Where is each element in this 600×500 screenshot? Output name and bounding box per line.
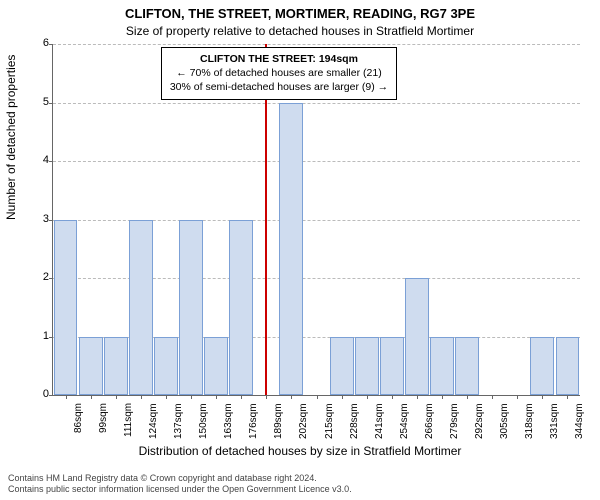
x-tick-label: 111sqm — [121, 403, 134, 437]
gridline — [53, 103, 580, 104]
bar — [530, 337, 554, 396]
x-tick-mark — [342, 395, 343, 399]
bar — [430, 337, 454, 396]
footer-attribution: Contains HM Land Registry data © Crown c… — [8, 473, 352, 496]
x-tick-label: 254sqm — [397, 403, 410, 439]
x-tick-label: 86sqm — [71, 403, 84, 433]
bar — [455, 337, 479, 396]
x-tick-mark — [542, 395, 543, 399]
x-axis-label: Distribution of detached houses by size … — [0, 444, 600, 458]
x-tick-label: 163sqm — [221, 403, 234, 439]
x-tick-label: 318sqm — [522, 403, 535, 439]
x-tick-label: 331sqm — [547, 403, 560, 439]
footer-line-2: Contains public sector information licen… — [8, 484, 352, 496]
x-tick-mark — [166, 395, 167, 399]
x-tick-label: 266sqm — [422, 403, 435, 439]
x-tick-mark — [467, 395, 468, 399]
x-tick-mark — [216, 395, 217, 399]
bar — [129, 220, 153, 396]
bar — [179, 220, 203, 396]
bar — [380, 337, 404, 396]
x-tick-label: 344sqm — [572, 403, 585, 439]
x-tick-mark — [116, 395, 117, 399]
x-tick-label: 137sqm — [171, 403, 184, 439]
bar — [204, 337, 228, 396]
x-tick-mark — [442, 395, 443, 399]
x-tick-mark — [392, 395, 393, 399]
y-tick-mark — [49, 395, 53, 396]
y-tick-mark — [49, 278, 53, 279]
bar — [556, 337, 580, 396]
bar — [104, 337, 128, 396]
x-tick-mark — [317, 395, 318, 399]
footer-line-1: Contains HM Land Registry data © Crown c… — [8, 473, 352, 485]
bar — [330, 337, 354, 396]
info-box-line-larger: 30% of semi-detached houses are larger (… — [170, 80, 388, 94]
x-tick-label: 124sqm — [146, 403, 159, 439]
x-tick-mark — [266, 395, 267, 399]
gridline — [53, 44, 580, 45]
page-subtitle: Size of property relative to detached ho… — [0, 24, 600, 38]
x-tick-mark — [241, 395, 242, 399]
x-tick-label: 99sqm — [96, 403, 109, 433]
info-box-title: CLIFTON THE STREET: 194sqm — [170, 52, 388, 66]
chart-area: 012345686sqm99sqm111sqm124sqm137sqm150sq… — [52, 44, 580, 396]
bar — [279, 103, 303, 396]
y-tick-mark — [49, 220, 53, 221]
bar — [229, 220, 253, 396]
x-tick-label: 215sqm — [322, 403, 335, 439]
y-tick-mark — [49, 337, 53, 338]
x-tick-label: 176sqm — [246, 403, 259, 439]
y-tick-mark — [49, 103, 53, 104]
y-axis-label: Number of detached properties — [4, 55, 18, 220]
x-tick-mark — [91, 395, 92, 399]
x-tick-label: 292sqm — [472, 403, 485, 439]
bar — [79, 337, 103, 396]
x-tick-label: 202sqm — [296, 403, 309, 439]
x-tick-label: 189sqm — [271, 403, 284, 439]
x-tick-label: 150sqm — [196, 403, 209, 439]
x-tick-mark — [517, 395, 518, 399]
y-tick-mark — [49, 161, 53, 162]
info-box-line-smaller: ← 70% of detached houses are smaller (21… — [170, 66, 388, 80]
chart-container: CLIFTON, THE STREET, MORTIMER, READING, … — [0, 0, 600, 500]
x-tick-mark — [492, 395, 493, 399]
bar — [355, 337, 379, 396]
x-tick-label: 305sqm — [497, 403, 510, 439]
x-tick-mark — [141, 395, 142, 399]
x-tick-mark — [291, 395, 292, 399]
x-tick-mark — [567, 395, 568, 399]
x-tick-mark — [66, 395, 67, 399]
gridline — [53, 161, 580, 162]
y-tick-mark — [49, 44, 53, 45]
page-title: CLIFTON, THE STREET, MORTIMER, READING, … — [0, 6, 600, 21]
bar — [54, 220, 78, 396]
x-tick-label: 279sqm — [447, 403, 460, 439]
bar — [154, 337, 178, 396]
x-tick-mark — [367, 395, 368, 399]
info-box: CLIFTON THE STREET: 194sqm← 70% of detac… — [161, 47, 397, 100]
x-tick-label: 228sqm — [347, 403, 360, 439]
x-tick-mark — [417, 395, 418, 399]
bar — [405, 278, 429, 395]
x-tick-mark — [191, 395, 192, 399]
x-tick-label: 241sqm — [372, 403, 385, 439]
